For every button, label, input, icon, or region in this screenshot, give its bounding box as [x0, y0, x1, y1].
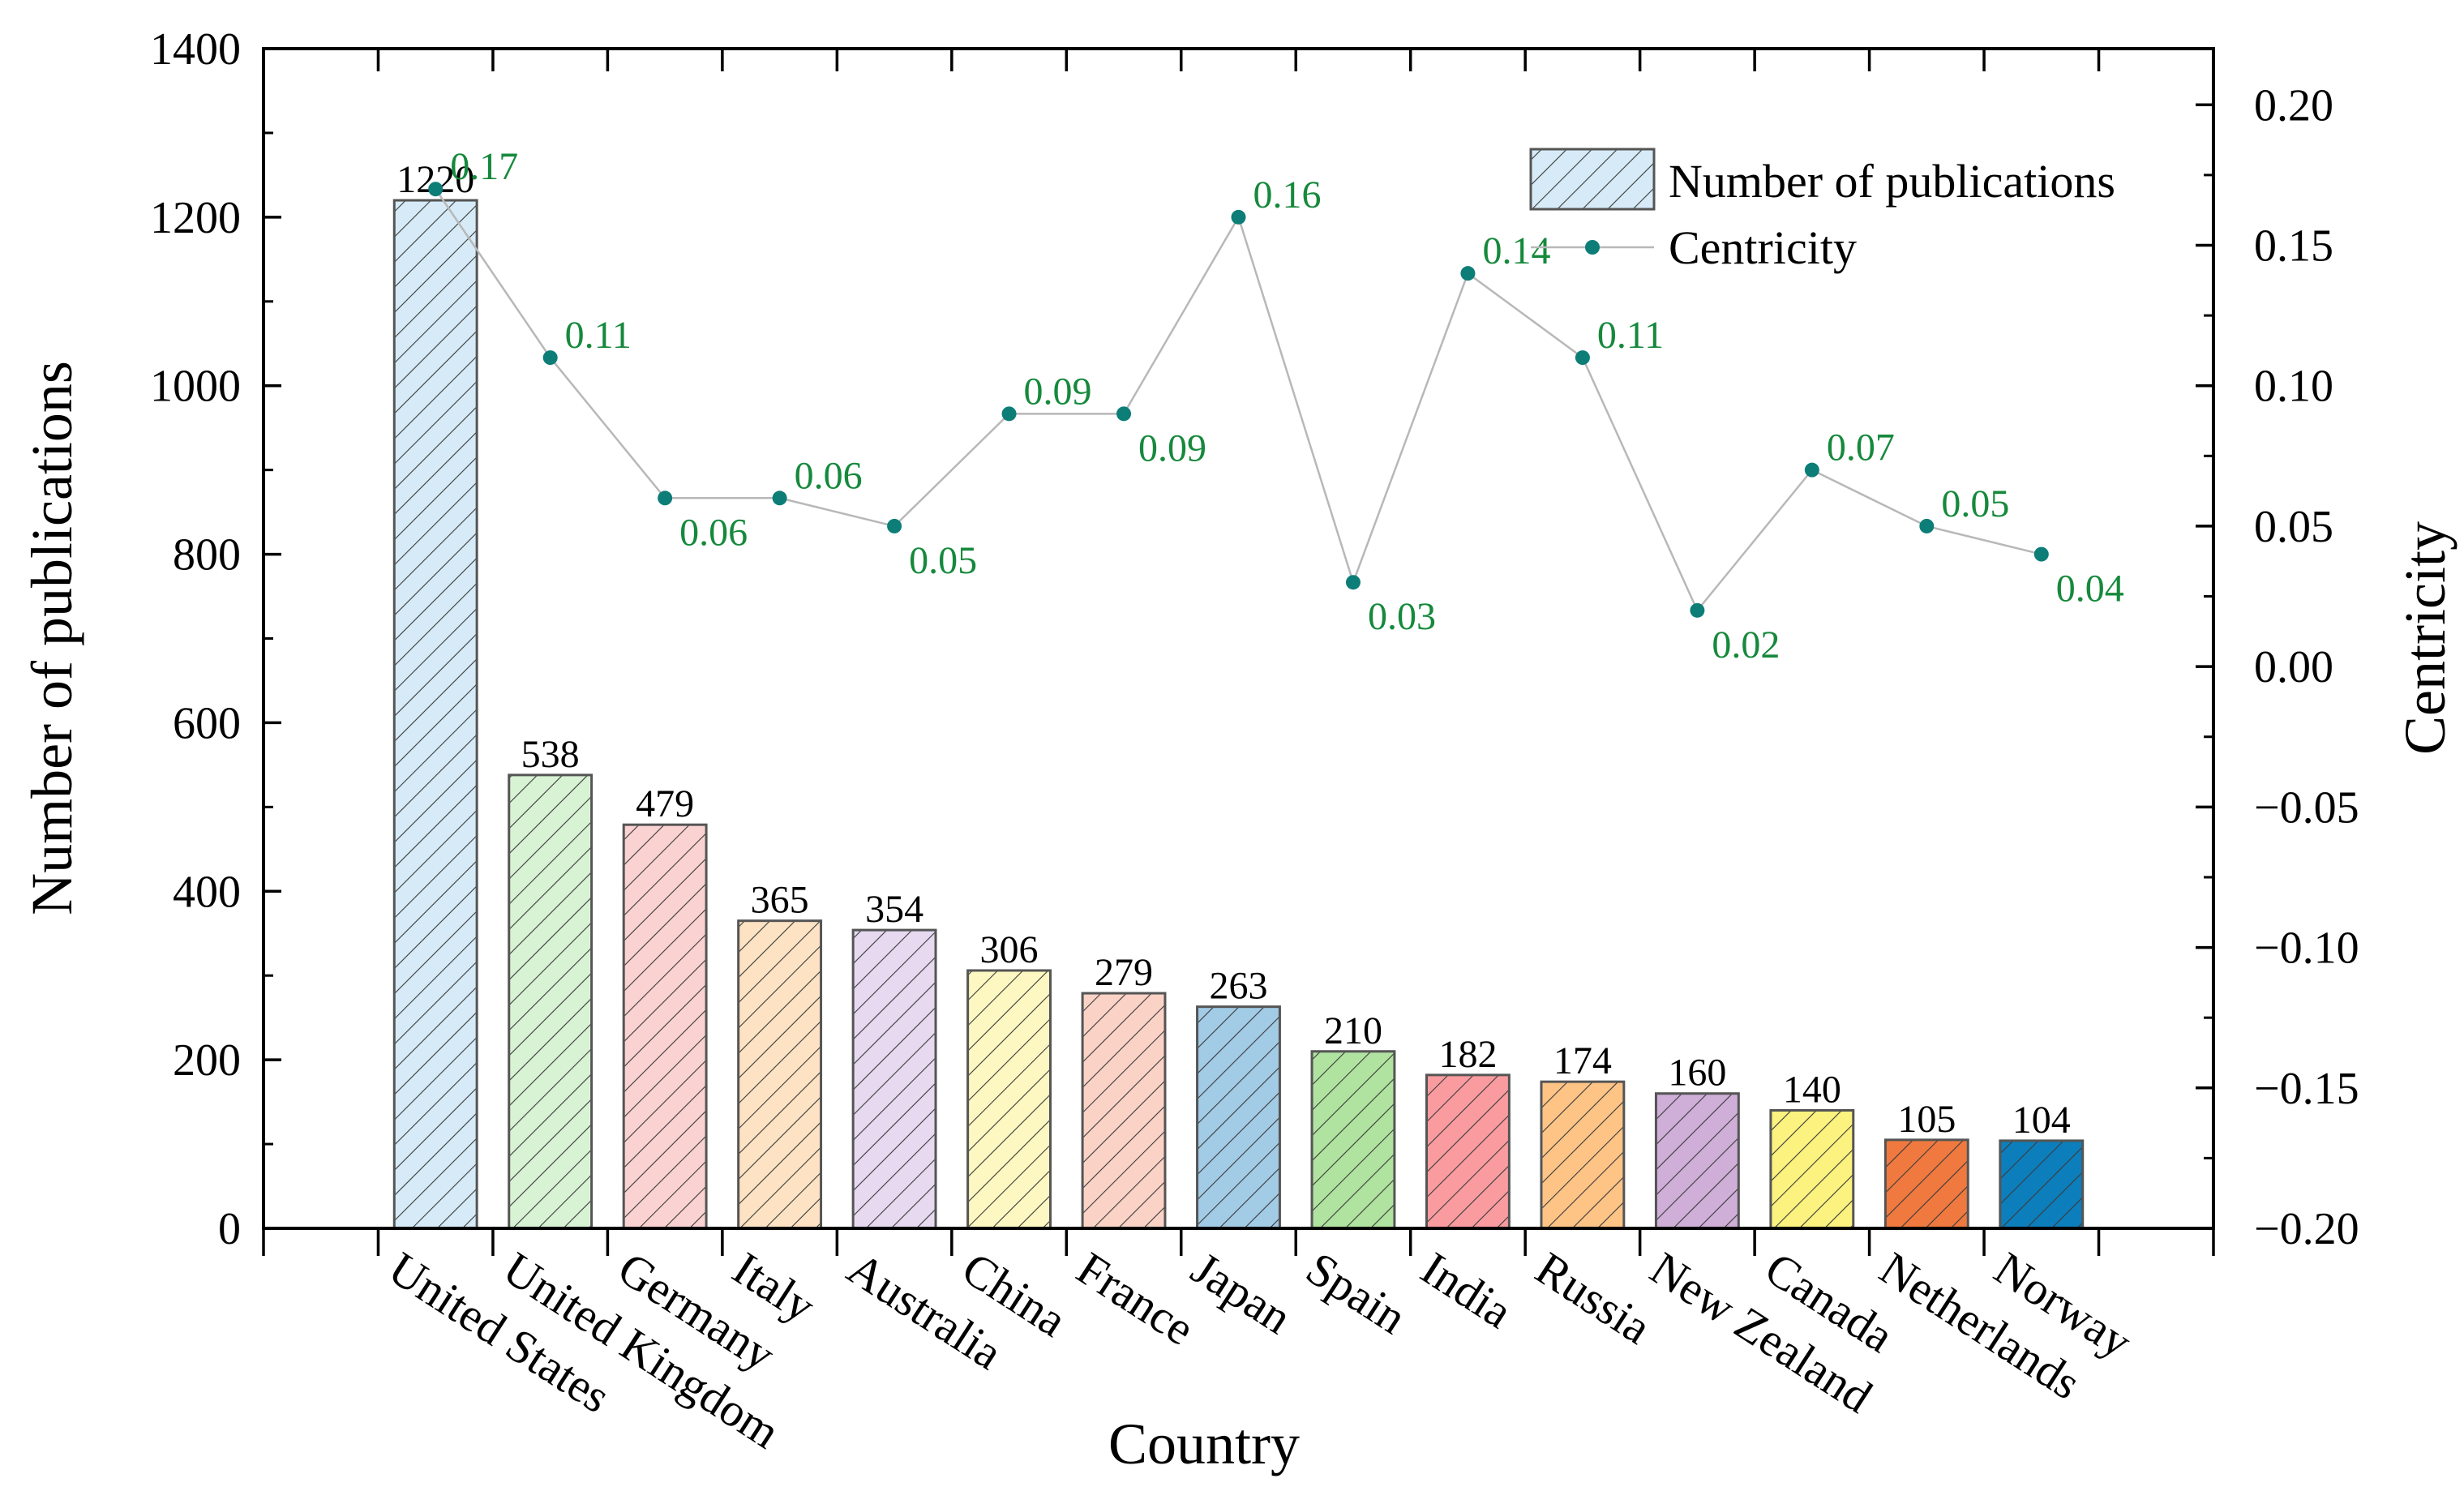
bar-hatch-11 [1654, 1092, 1740, 1230]
right-tick-label: 0.00 [2254, 642, 2333, 692]
legend: Number of publications Centricity [1529, 148, 2115, 274]
bar-hatch-8 [1310, 1050, 1396, 1230]
centricity-point-12 [1804, 462, 1819, 478]
category-label: Japan [1182, 1241, 1301, 1343]
right-tick-label: −0.10 [2254, 923, 2359, 974]
left-tick-label: 1200 [150, 193, 241, 243]
centricity-value-label: 0.04 [2056, 568, 2124, 611]
category-label: Spain [1297, 1241, 1416, 1343]
legend-bar-label: Number of publications [1669, 155, 2115, 208]
bar-hatch-2 [622, 823, 708, 1230]
centricity-value-label: 0.05 [909, 539, 977, 582]
centricity-value-label: 0.02 [1712, 623, 1780, 666]
centricity-point-10 [1575, 350, 1590, 366]
right-tick-label: 0.10 [2254, 362, 2333, 412]
centricity-point-4 [887, 518, 902, 533]
bar-value-label: 210 [1324, 1009, 1382, 1052]
bar-hatch-6 [1081, 992, 1167, 1230]
centricity-value-label: 0.11 [1597, 314, 1664, 357]
right-tick-label: −0.20 [2254, 1204, 2359, 1254]
right-tick-label: −0.05 [2254, 782, 2359, 833]
bar-value-label: 160 [1668, 1052, 1726, 1095]
category-label: India [1412, 1241, 1521, 1338]
bar-value-label: 105 [1897, 1098, 1956, 1141]
bar-hatch-13 [1883, 1138, 1969, 1230]
bar-value-label: 140 [1783, 1069, 1841, 1112]
centricity-value-label: 0.06 [679, 511, 748, 554]
bar-value-label: 479 [636, 782, 694, 825]
right-tick-label: −0.15 [2254, 1064, 2359, 1114]
centricity-point-3 [772, 491, 787, 506]
bar-hatch-1 [508, 773, 594, 1230]
category-label: France [1068, 1241, 1204, 1355]
right-y-axis: −0.20 −0.15 −0.10 −0.05 0.00 0.05 0.10 0.15 0.20 [2196, 80, 2359, 1254]
x-axis-title: Country [1108, 1412, 1300, 1476]
right-tick-label: 0.15 [2254, 221, 2333, 272]
centricity-point-7 [1231, 209, 1246, 225]
centricity-value-label: 0.09 [1138, 426, 1206, 469]
right-tick-label: 0.05 [2254, 502, 2333, 552]
bar-hatch-12 [1769, 1109, 1855, 1230]
bar-value-label: 263 [1210, 965, 1268, 1008]
centricity-value-label: 0.14 [1482, 229, 1550, 272]
bar-hatch-3 [737, 919, 823, 1230]
bar-value-label: 354 [865, 888, 923, 931]
centricity-value-label: 0.16 [1253, 174, 1322, 216]
centricity-point-13 [1919, 518, 1935, 533]
centricity-value-label: 0.09 [1024, 370, 1092, 413]
bar-hatch-9 [1425, 1073, 1511, 1230]
centricity-point-1 [542, 350, 558, 366]
centricity-value-label: 0.07 [1827, 426, 1895, 469]
left-tick-label: 0 [218, 1204, 241, 1254]
bar-value-label: 365 [751, 879, 809, 922]
bar-hatch-7 [1196, 1005, 1281, 1230]
centricity-value-label: 0.11 [565, 314, 632, 357]
category-label: Russia [1527, 1241, 1661, 1354]
centricity-line-layer: 0.17 0.11 0.06 0.06 0.05 0.09 0.09 0.16 0.03 0.14… [428, 145, 2124, 666]
bar-hatch-10 [1540, 1080, 1626, 1230]
left-tick-label: 1000 [150, 362, 241, 412]
left-tick-label: 1400 [150, 24, 241, 75]
centricity-point-2 [658, 491, 673, 506]
bar-hatch-0 [392, 199, 478, 1230]
bar-hatch-14 [1999, 1139, 2085, 1230]
bar-hatch-4 [851, 928, 937, 1230]
bar-value-label: 104 [2012, 1099, 2071, 1142]
left-tick-label: 800 [173, 530, 241, 581]
centricity-value-label: 0.05 [1941, 482, 2009, 525]
left-tick-label: 600 [173, 698, 241, 748]
centricity-value-label: 0.17 [450, 145, 518, 188]
legend-bar-swatch [1529, 148, 1656, 211]
bar-hatch-5 [966, 969, 1052, 1230]
centricity-point-8 [1345, 575, 1361, 590]
left-tick-label: 400 [173, 867, 241, 917]
bar-value-label: 279 [1095, 951, 1153, 994]
centricity-point-9 [1460, 266, 1476, 281]
y2-axis-title: Centricity [2393, 521, 2458, 755]
centricity-value-label: 0.03 [1368, 595, 1436, 638]
centricity-value-label: 0.06 [795, 454, 863, 497]
y-axis-title: Number of publications [19, 361, 84, 915]
bar-value-label: 306 [980, 928, 1039, 971]
centricity-point-5 [1001, 406, 1017, 422]
centricity-point-11 [1690, 602, 1705, 618]
centricity-point-0 [428, 182, 444, 197]
bar-value-label: 174 [1553, 1039, 1612, 1082]
legend-line-label: Centricity [1669, 221, 1857, 274]
centricity-point-6 [1116, 406, 1132, 422]
bar-value-label: 182 [1438, 1033, 1497, 1076]
left-y-axis: 0 200 400 600 800 1000 1200 1400 [150, 24, 281, 1254]
centricity-point-14 [2033, 546, 2049, 562]
bar-value-label: 538 [521, 733, 580, 776]
left-tick-label: 200 [173, 1035, 241, 1086]
legend-line-marker [1585, 240, 1600, 255]
right-tick-label: 0.20 [2254, 80, 2333, 131]
